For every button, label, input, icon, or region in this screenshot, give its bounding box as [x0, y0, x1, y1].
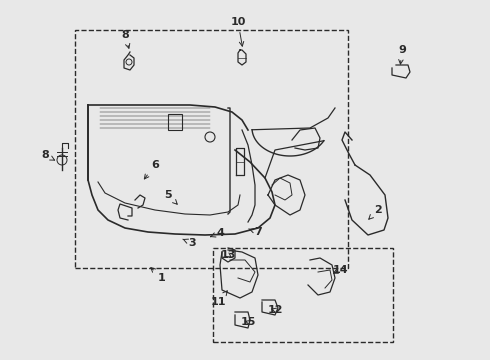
Text: 9: 9	[398, 45, 406, 64]
Text: 11: 11	[210, 291, 227, 307]
Text: 12: 12	[267, 305, 283, 315]
Text: 7: 7	[249, 227, 262, 237]
Text: 10: 10	[230, 17, 245, 46]
Text: 4: 4	[211, 228, 224, 238]
Text: 5: 5	[164, 190, 177, 204]
Text: 1: 1	[151, 267, 166, 283]
Text: 2: 2	[369, 205, 382, 219]
Text: 13: 13	[220, 250, 236, 260]
Bar	[213, 248, 393, 342]
Bar	[75, 30, 348, 268]
Bar	[168, 114, 182, 130]
Text: 6: 6	[145, 160, 159, 179]
Text: 3: 3	[183, 238, 196, 248]
Text: 15: 15	[240, 317, 256, 327]
Text: 14: 14	[332, 265, 348, 275]
Text: 8: 8	[121, 30, 130, 48]
Text: 8: 8	[41, 150, 55, 160]
